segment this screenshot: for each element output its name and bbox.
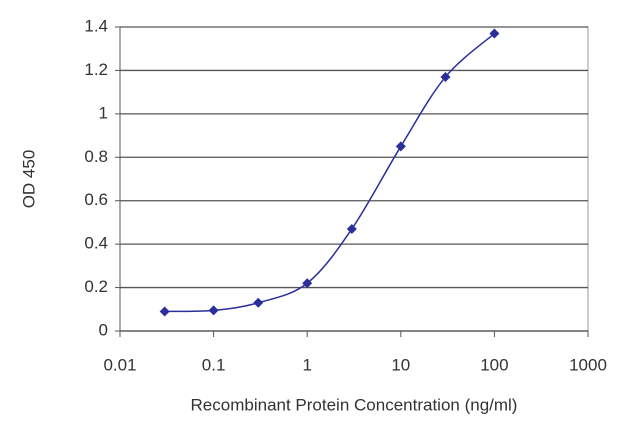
data-point <box>395 141 406 152</box>
y-tick-label: 0.4 <box>84 234 108 253</box>
y-tick-label: 0 <box>99 320 108 339</box>
x-tick-label: 0.1 <box>202 355 226 374</box>
x-tick-label: 10 <box>391 355 410 374</box>
x-tick-label: 1 <box>302 355 311 374</box>
x-tick-label: 100 <box>480 355 508 374</box>
y-tick-label: 1.4 <box>84 16 108 35</box>
x-tick-label: 0.01 <box>103 355 136 374</box>
data-point <box>208 305 219 316</box>
data-point <box>346 223 357 234</box>
data-point <box>440 71 451 82</box>
data-point <box>489 28 500 39</box>
data-point <box>159 306 170 317</box>
y-tick-label: 1.2 <box>84 60 108 79</box>
y-tick-label: 0.6 <box>84 190 108 209</box>
plot-area <box>119 26 589 332</box>
data-point <box>302 278 313 289</box>
y-tick-label: 0.2 <box>84 277 108 296</box>
x-tick-label: 1000 <box>569 355 607 374</box>
y-tick-label: 1 <box>99 103 108 122</box>
y-tick-label: 0.8 <box>84 147 108 166</box>
data-point <box>253 297 264 308</box>
series-line <box>164 32 495 313</box>
y-axis-label: OD 450 <box>19 150 38 209</box>
x-axis-label: Recombinant Protein Concentration (ng/ml… <box>191 395 518 414</box>
